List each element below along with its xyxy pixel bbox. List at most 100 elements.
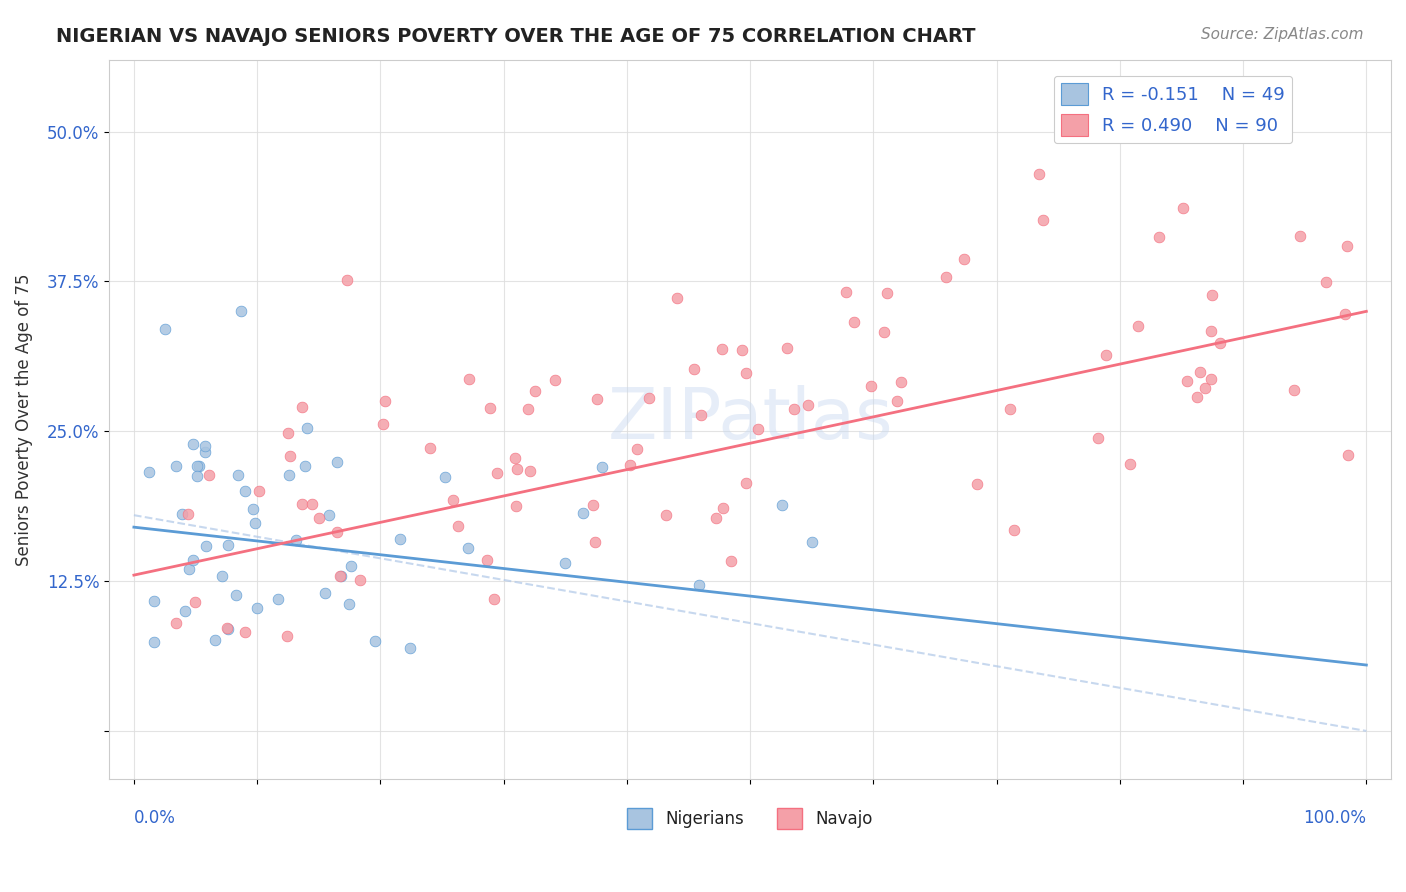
Point [186, 469, 208, 483]
Point [519, 464, 541, 478]
Point [475, 553, 498, 567]
Point [233, 483, 256, 498]
Point [503, 450, 526, 465]
Y-axis label: Seniors Poverty Over the Age of 75: Seniors Poverty Over the Age of 75 [15, 273, 32, 566]
Point [217, 622, 239, 636]
Point [876, 285, 898, 300]
Point [571, 506, 593, 520]
Point [1201, 372, 1223, 386]
Point [713, 501, 735, 516]
Point [1282, 384, 1305, 398]
Point [1147, 230, 1170, 244]
Point [326, 455, 349, 469]
Point [966, 476, 988, 491]
Point [247, 484, 270, 499]
Point [731, 343, 754, 357]
Point [142, 593, 165, 607]
Point [326, 524, 349, 539]
Point [886, 393, 908, 408]
Point [172, 507, 194, 521]
Point [710, 342, 733, 356]
Point [1209, 336, 1232, 351]
Point [277, 467, 299, 482]
Point [371, 417, 394, 431]
Point [364, 634, 387, 648]
Point [485, 466, 508, 480]
Point [165, 458, 187, 473]
Point [682, 362, 704, 376]
Point [591, 459, 613, 474]
Point [233, 624, 256, 639]
Text: NIGERIAN VS NAVAJO SENIORS POVERTY OVER THE AGE OF 75 CORRELATION CHART: NIGERIAN VS NAVAJO SENIORS POVERTY OVER … [56, 27, 976, 45]
Point [458, 372, 481, 386]
Point [277, 426, 299, 441]
Point [266, 591, 288, 606]
Point [505, 499, 527, 513]
Point [554, 557, 576, 571]
Point [998, 401, 1021, 416]
Point [1194, 380, 1216, 394]
Point [505, 462, 527, 476]
Point [211, 569, 233, 583]
Point [665, 291, 688, 305]
Point [173, 604, 195, 618]
Point [619, 458, 641, 472]
Point [516, 402, 538, 417]
Point [329, 568, 352, 582]
Point [181, 437, 204, 451]
Point [229, 304, 252, 318]
Point [242, 501, 264, 516]
Point [447, 519, 470, 533]
Point [770, 498, 793, 512]
Point [142, 635, 165, 649]
Point [336, 273, 359, 287]
Point [243, 516, 266, 531]
Text: Source: ZipAtlas.com: Source: ZipAtlas.com [1201, 27, 1364, 42]
Point [339, 597, 361, 611]
Point [890, 376, 912, 390]
Text: ZIPatlas: ZIPatlas [607, 384, 893, 454]
Point [290, 497, 312, 511]
Legend: Nigerians, Navajo: Nigerians, Navajo [620, 802, 880, 835]
Point [735, 475, 758, 490]
Text: 100.0%: 100.0% [1303, 809, 1367, 827]
Point [1185, 390, 1208, 404]
Point [276, 629, 298, 643]
Point [177, 507, 200, 521]
Point [747, 422, 769, 436]
Point [186, 458, 208, 473]
Point [318, 508, 340, 523]
Point [215, 621, 238, 635]
Point [734, 366, 756, 380]
Point [434, 470, 457, 484]
Point [776, 341, 799, 355]
Text: 0.0%: 0.0% [134, 809, 176, 827]
Point [349, 573, 371, 587]
Point [291, 401, 314, 415]
Point [523, 384, 546, 399]
Point [704, 511, 727, 525]
Point [1175, 374, 1198, 388]
Point [225, 589, 247, 603]
Point [873, 325, 896, 339]
Point [340, 559, 363, 574]
Point [184, 595, 207, 609]
Point [204, 632, 226, 647]
Point [1334, 307, 1357, 321]
Point [582, 498, 605, 512]
Point [1336, 448, 1358, 462]
Point [194, 444, 217, 458]
Point [484, 592, 506, 607]
Point [389, 532, 412, 546]
Point [1095, 348, 1118, 362]
Point [177, 561, 200, 575]
Point [782, 401, 804, 416]
Point [165, 615, 187, 630]
Point [183, 552, 205, 566]
Point [194, 539, 217, 553]
Point [690, 409, 713, 423]
Point [1289, 229, 1312, 244]
Point [842, 315, 865, 329]
Point [226, 468, 249, 483]
Point [935, 270, 957, 285]
